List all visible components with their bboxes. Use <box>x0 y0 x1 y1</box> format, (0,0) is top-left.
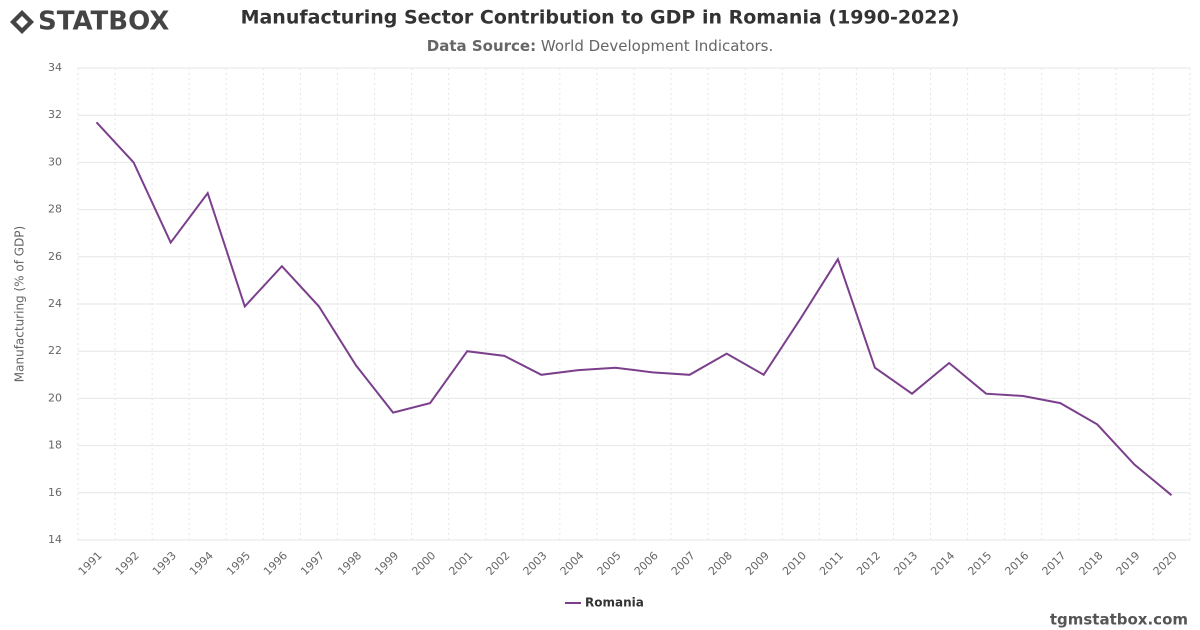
watermark: tgmstatbox.com <box>1050 611 1188 629</box>
data-line <box>95 121 1173 496</box>
x-tick-label: 2018 <box>1077 549 1106 578</box>
logo-text: STATBOX <box>38 7 169 37</box>
y-tick-label: 24 <box>48 297 62 310</box>
y-tick-label: 28 <box>48 203 62 216</box>
y-tick-label: 22 <box>48 344 62 357</box>
x-tick-label: 2008 <box>706 549 735 578</box>
chart-subtitle: Data Source: World Development Indicator… <box>427 37 774 55</box>
x-tick-label: 2000 <box>409 549 438 578</box>
x-tick-label: 1993 <box>150 549 179 578</box>
y-tick-label: 18 <box>48 439 62 452</box>
y-tick-label: 26 <box>48 250 62 263</box>
x-tick-label: 1992 <box>113 549 142 578</box>
x-tick-label: 2009 <box>743 549 772 578</box>
y-tick-label: 14 <box>48 533 62 546</box>
x-tick-label: 1994 <box>187 549 216 578</box>
x-tick-label: 2003 <box>521 549 550 578</box>
x-tick-label: 2017 <box>1040 549 1069 578</box>
x-tick-label: 2001 <box>446 549 475 578</box>
x-tick-label: 2004 <box>558 549 587 578</box>
x-tick-label: 2005 <box>595 549 624 578</box>
subtitle-text: World Development Indicators. <box>541 37 773 55</box>
x-tick-label: 2002 <box>484 549 513 578</box>
y-tick-label: 32 <box>48 108 62 121</box>
legend-label: Romania <box>585 596 644 610</box>
y-tick-label: 30 <box>48 155 62 168</box>
logo-icon-inner <box>16 16 28 28</box>
x-tick-label: 2006 <box>632 549 661 578</box>
y-tick-label: 34 <box>48 61 62 74</box>
x-tick-label: 2013 <box>891 549 920 578</box>
x-tick-label: 2011 <box>817 549 846 578</box>
x-tick-label: 1996 <box>261 549 290 578</box>
x-tick-label: 1999 <box>372 549 401 578</box>
y-axis-label: Manufacturing (% of GDP) <box>13 226 27 382</box>
logo: STATBOX <box>10 7 169 37</box>
x-tick-label: 2014 <box>928 549 957 578</box>
x-tick-label: 2010 <box>780 549 809 578</box>
x-tick-label: 1995 <box>224 549 253 578</box>
x-tick-label: 2019 <box>1114 549 1143 578</box>
y-tick-label: 16 <box>48 486 62 499</box>
y-tick-label: 20 <box>48 391 62 404</box>
x-tick-label: 1998 <box>335 549 364 578</box>
subtitle-label: Data Source: <box>427 37 536 55</box>
chart-title: Manufacturing Sector Contribution to GDP… <box>241 7 960 29</box>
x-tick-label: 2012 <box>854 549 883 578</box>
x-tick-label: 2007 <box>669 549 698 578</box>
x-tick-label: 2020 <box>1151 549 1180 578</box>
x-tick-label: 2016 <box>1002 549 1031 578</box>
x-tick-label: 2015 <box>965 549 994 578</box>
x-tick-label: 1997 <box>298 549 327 578</box>
x-tick-label: 1991 <box>76 549 105 578</box>
